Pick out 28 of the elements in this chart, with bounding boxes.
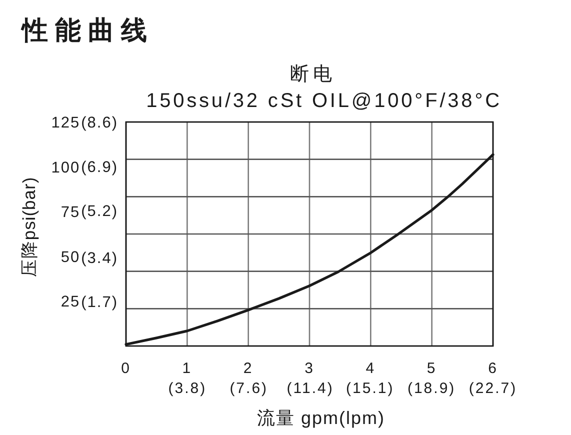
x2-tick-label: (7.6) bbox=[230, 380, 268, 397]
x-tick-label: 2 bbox=[243, 360, 254, 377]
x-axis-title: 流量 gpm(lpm) bbox=[256, 408, 386, 428]
x2-tick-label: (11.4) bbox=[286, 380, 334, 397]
text: 150ssu/32 cSt OIL@100°F/38°C bbox=[146, 90, 502, 112]
x2-tick-label: (22.7) bbox=[468, 380, 518, 397]
x-tick-label: 3 bbox=[304, 360, 314, 377]
x2-tick-label: (15.1) bbox=[346, 380, 394, 397]
y2-tick-label: (6.9) bbox=[81, 158, 118, 176]
y-tick-label: 100 bbox=[51, 159, 80, 176]
y2-tick-label: (3.4) bbox=[81, 250, 118, 267]
y-tick-label: 125 bbox=[51, 114, 80, 132]
x-tick-label: 6 bbox=[488, 360, 498, 377]
y2-tick-label: (1.7) bbox=[81, 294, 118, 312]
x-tick-label: 0 bbox=[121, 360, 131, 377]
y2-tick-label: (5.2) bbox=[81, 203, 118, 220]
y-tick-label: 75 bbox=[60, 204, 80, 222]
y2-tick-label: (8.6) bbox=[81, 114, 118, 132]
x-tick-label: 1 bbox=[182, 360, 192, 377]
y-tick-label: 50 bbox=[60, 248, 80, 266]
chart-title: 性能曲线 bbox=[20, 15, 154, 45]
y-axis-title: 压降psi(bar) bbox=[19, 176, 39, 278]
x2-tick-label: (3.8) bbox=[168, 380, 207, 397]
x2-tick-label: (18.9) bbox=[407, 380, 456, 397]
x-tick-label: 5 bbox=[426, 360, 437, 377]
y-tick-label: 25 bbox=[60, 294, 80, 311]
x-tick-label: 4 bbox=[366, 360, 376, 377]
chart-subtitle: 断电 bbox=[290, 64, 336, 85]
